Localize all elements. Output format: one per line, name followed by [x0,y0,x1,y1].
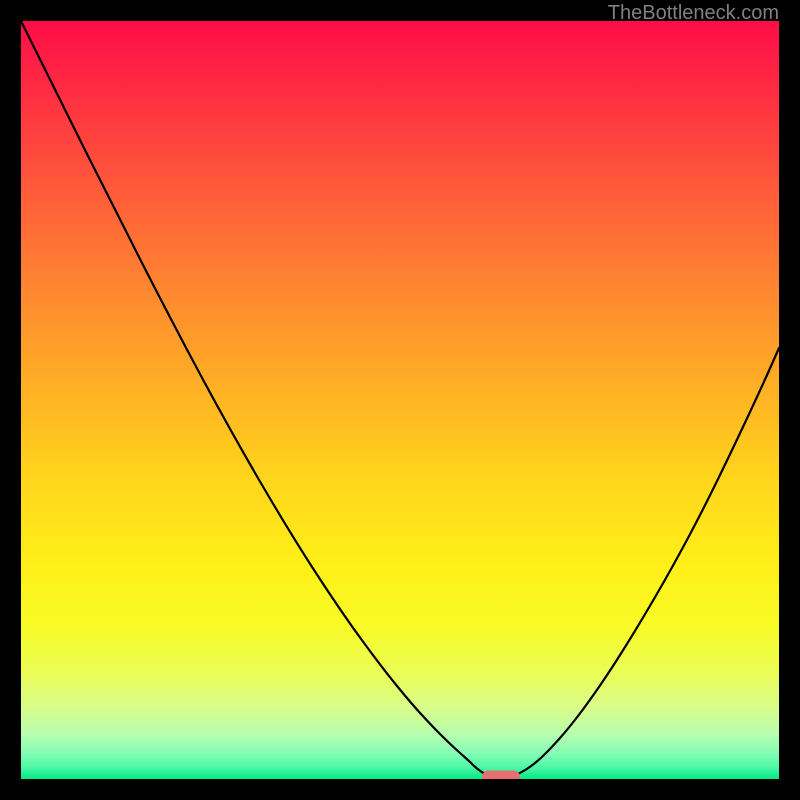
watermark-text: TheBottleneck.com [608,2,779,25]
chart-svg [21,21,779,779]
gradient-background [21,21,779,779]
plot-area [21,21,779,779]
optimum-marker [482,771,520,780]
